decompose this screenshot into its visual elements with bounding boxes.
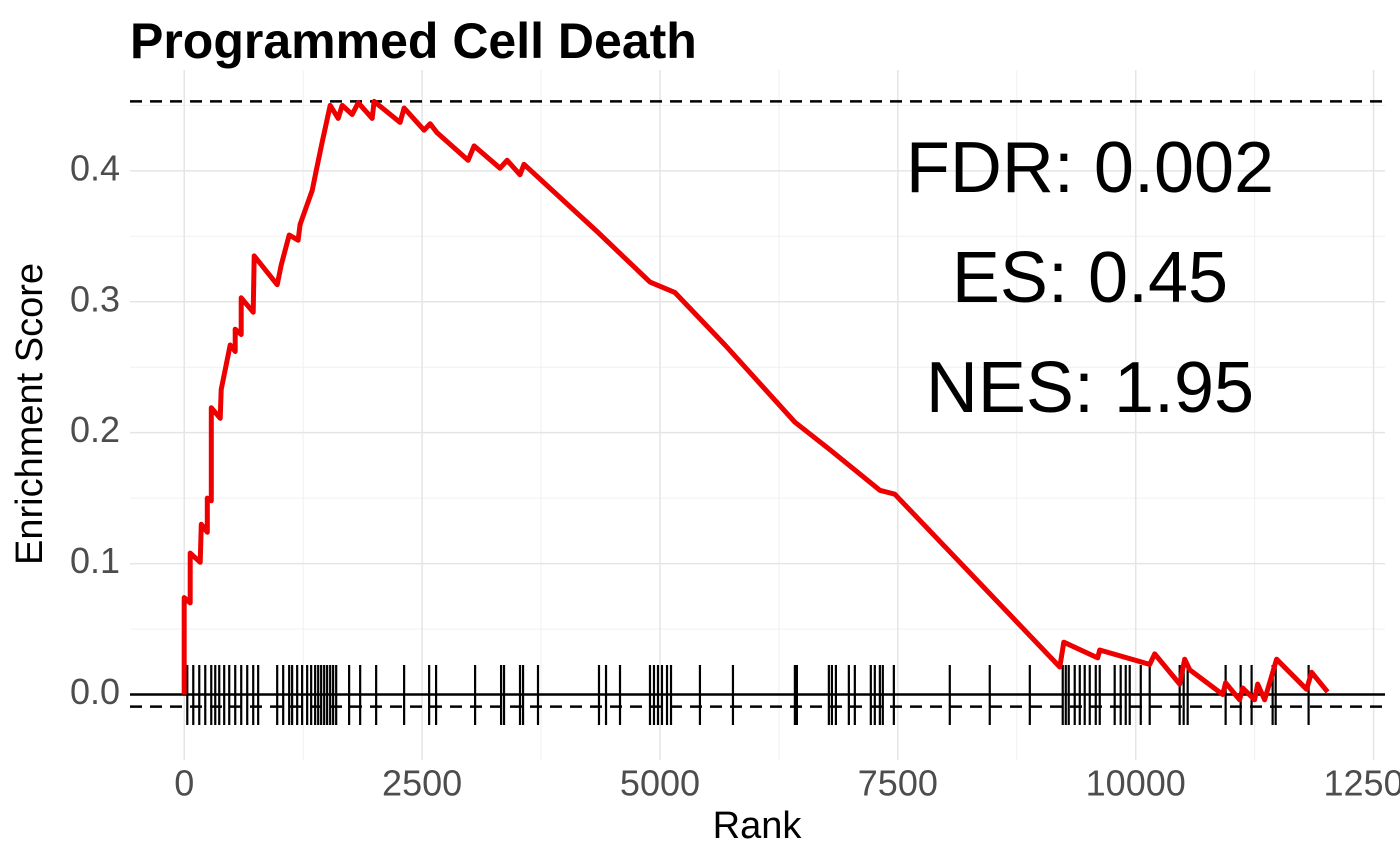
- annotation: NES: 1.95: [926, 348, 1254, 428]
- chart-title: Programmed Cell Death: [130, 13, 697, 69]
- y-tick-label: 0.4: [70, 147, 120, 188]
- annotation: ES: 0.45: [952, 238, 1228, 318]
- x-tick-label: 10000: [1086, 763, 1186, 804]
- x-tick-label: 7500: [858, 763, 938, 804]
- y-axis-label: Enrichment Score: [9, 263, 51, 565]
- y-tick-label: 0.3: [70, 278, 120, 319]
- x-tick-label: 2500: [382, 763, 462, 804]
- annotation: FDR: 0.002: [906, 128, 1274, 208]
- x-tick-label: 5000: [620, 763, 700, 804]
- es-line: [181, 98, 1330, 703]
- x-tick-label: 0: [174, 763, 194, 804]
- x-axis-label: Rank: [713, 805, 803, 847]
- y-tick-label: 0.1: [70, 540, 120, 581]
- y-tick-label: 0.2: [70, 409, 120, 450]
- y-tick-label: 0.0: [70, 671, 120, 712]
